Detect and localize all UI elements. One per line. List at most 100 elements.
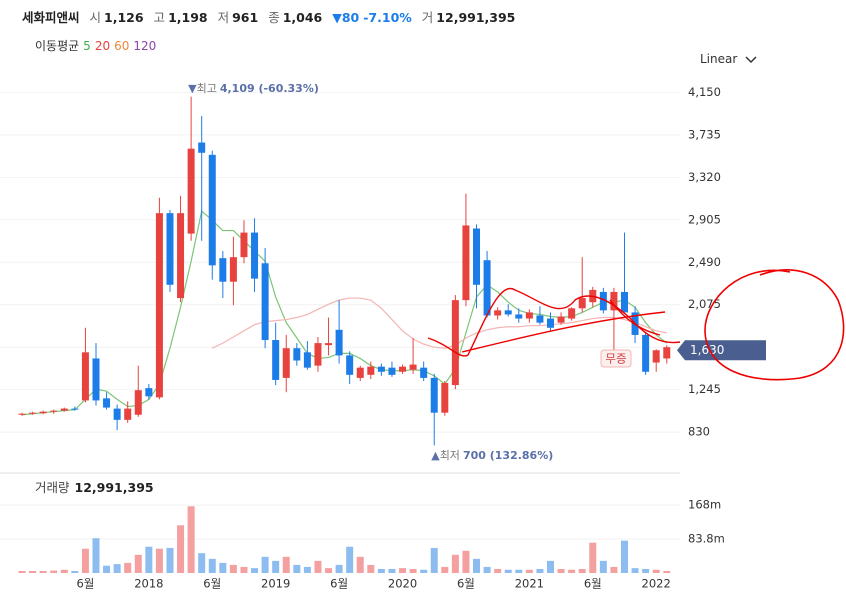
volume-total: 12,991,395 — [75, 480, 154, 495]
stat-label: 저 — [217, 10, 230, 25]
volume-bar — [92, 538, 100, 573]
y-tick-label: 2,490 — [688, 255, 721, 269]
y-tick-label: 1,245 — [688, 382, 721, 396]
volume-bar — [282, 556, 290, 573]
volume-bar — [441, 566, 449, 573]
candle-body — [494, 310, 502, 316]
volume-bar — [198, 553, 206, 573]
candle-body — [314, 343, 322, 366]
volume-value: 12,991,395 — [436, 10, 516, 25]
x-tick-label: 2018 — [134, 577, 163, 591]
y-tick-label: 3,735 — [688, 127, 721, 141]
event-tag: 무증 — [605, 352, 626, 366]
x-tick-label: 6월 — [457, 577, 475, 591]
candle-body — [124, 408, 132, 420]
volume-bar — [124, 562, 132, 573]
ma-legend: 이동평균 5 20 60 120 — [35, 37, 160, 54]
volume-bar — [473, 558, 481, 573]
candle-body — [547, 318, 554, 328]
candle-body — [610, 291, 618, 311]
candle-body — [282, 348, 290, 378]
volume-bar — [303, 566, 311, 573]
note-part: ▲ — [431, 449, 440, 462]
candle-body — [652, 350, 660, 363]
y-tick-label: 2,905 — [688, 212, 721, 226]
candle-body — [589, 289, 597, 303]
scale-label[interactable]: Linear — [700, 52, 738, 66]
y-tick-label: 830 — [688, 425, 710, 439]
candle-body — [388, 367, 396, 375]
candle-body — [631, 312, 639, 335]
volume-bar — [451, 554, 459, 573]
candle-body — [155, 213, 163, 398]
volume-bar — [494, 568, 502, 573]
y-tick-label: 4,150 — [688, 85, 721, 99]
volume-bar — [504, 569, 512, 573]
candle-body — [335, 329, 343, 356]
volume-bar — [568, 569, 576, 573]
volume-bar — [177, 525, 185, 573]
ma-legend-item: 5 — [83, 39, 91, 53]
candle-body — [346, 355, 354, 375]
candle-body — [557, 316, 565, 323]
volume-bar — [599, 560, 607, 573]
candle-body — [536, 315, 544, 323]
note-part: 4,109 (-60.33%) — [220, 82, 319, 95]
candle-body — [377, 366, 385, 372]
volume-bar — [399, 568, 407, 573]
candle-body — [81, 352, 89, 401]
stat-value: 1,126 — [104, 10, 144, 25]
volume-bar — [462, 550, 470, 573]
candle-body — [198, 142, 206, 153]
note-part: ▼ — [188, 82, 197, 95]
candle-body — [441, 383, 449, 413]
price-tag-label: 1,630 — [690, 343, 724, 357]
volume-bar — [547, 560, 554, 573]
change: ▼80 — [332, 10, 360, 25]
volume-bar — [346, 546, 354, 573]
x-tick-label: 2022 — [642, 577, 671, 591]
candle-body — [208, 154, 216, 266]
volume-bar — [642, 568, 650, 573]
candle-body — [504, 310, 512, 315]
candle-body — [663, 347, 671, 359]
volume-bar — [325, 568, 333, 573]
volume-bar — [39, 570, 47, 573]
volume-bar — [483, 566, 491, 573]
candle-body — [251, 232, 259, 279]
volume-bar — [367, 564, 375, 573]
ma-line — [211, 297, 667, 349]
volume-bar — [251, 568, 259, 573]
volume-title: 거래량 12,991,395 — [35, 480, 154, 495]
volume-bar — [187, 506, 195, 573]
candle-body — [303, 352, 311, 368]
candle-body — [145, 388, 153, 397]
candle-body — [103, 398, 111, 408]
candle-body — [261, 263, 269, 341]
ma-legend-item: 20 — [94, 39, 111, 53]
stat-value: 1,046 — [282, 10, 323, 25]
volume-tick-label: 83.8m — [688, 532, 725, 546]
volume-bar — [557, 568, 565, 573]
candle-body — [356, 367, 364, 378]
candle-body — [599, 291, 607, 311]
x-tick-label: 6월 — [76, 577, 94, 591]
volume-bar — [113, 564, 121, 573]
x-tick-label: 2019 — [261, 577, 290, 591]
volume-bar — [261, 556, 269, 573]
candle-body — [325, 343, 333, 346]
candle-body — [578, 298, 586, 309]
note-part: 최고 — [197, 82, 217, 95]
candle-body — [272, 340, 280, 380]
volume-bar — [293, 564, 301, 573]
x-tick-label: 6월 — [584, 577, 602, 591]
scale-menu[interactable]: Linear — [700, 52, 757, 66]
candle-body — [451, 300, 459, 386]
candle-body — [187, 148, 195, 234]
extreme-note: ▲최저 700 (132.86%) — [431, 449, 553, 462]
volume-bar — [663, 570, 671, 573]
volume-title-label: 거래량 — [35, 480, 70, 495]
x-tick-label: 6월 — [330, 577, 348, 591]
volume-bar — [314, 560, 322, 573]
